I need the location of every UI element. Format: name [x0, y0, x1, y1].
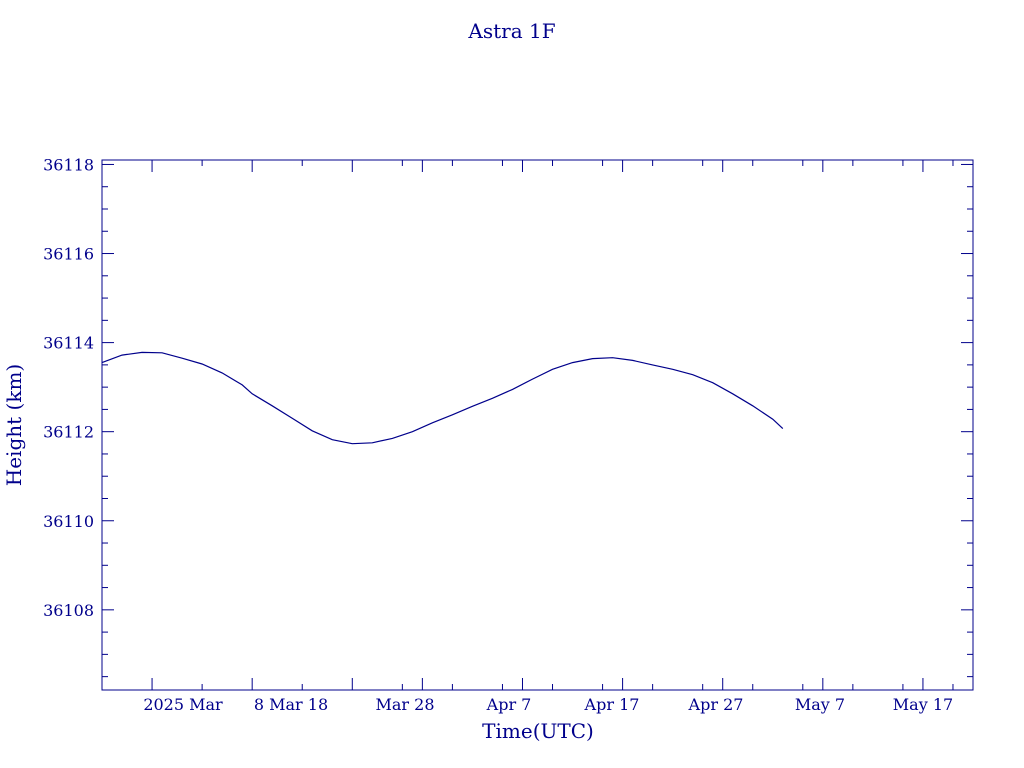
y-tick-label: 36114 [43, 334, 94, 353]
x-tick-label: Apr 7 [486, 695, 532, 714]
x-tick-labels: 2025 Mar 8 Mar 18 Mar 28 Apr 7 Apr 17 Apr 27 M… [143, 695, 953, 714]
x-tick-label: Mar 28 [375, 695, 434, 714]
x-axis-label: Time(UTC) [482, 719, 594, 743]
y-tick-labels: 36108 36110 36112 36114 36116 36118 [43, 155, 94, 619]
x-tick-label: May 7 [795, 695, 845, 714]
axis-ticks [101, 160, 973, 690]
x-tick-label: May 17 [893, 695, 953, 714]
y-tick-label: 36110 [43, 512, 94, 531]
x-tick-label: Apr 17 [584, 695, 640, 714]
x-tick-label: 8 Mar 18 [254, 695, 328, 714]
y-tick-label: 36112 [43, 423, 94, 442]
y-tick-label: 36118 [43, 155, 94, 174]
chart-title: Astra 1F [467, 19, 555, 43]
x-tick-label: Apr 27 [688, 695, 744, 714]
y-axis-label: Height (km) [2, 364, 26, 486]
plot-frame [101, 159, 974, 691]
y-tick-label: 36108 [43, 601, 94, 620]
series-line-height [101, 351, 784, 445]
y-tick-label: 36116 [43, 245, 94, 264]
x-tick-label: 2025 Mar [143, 695, 223, 714]
